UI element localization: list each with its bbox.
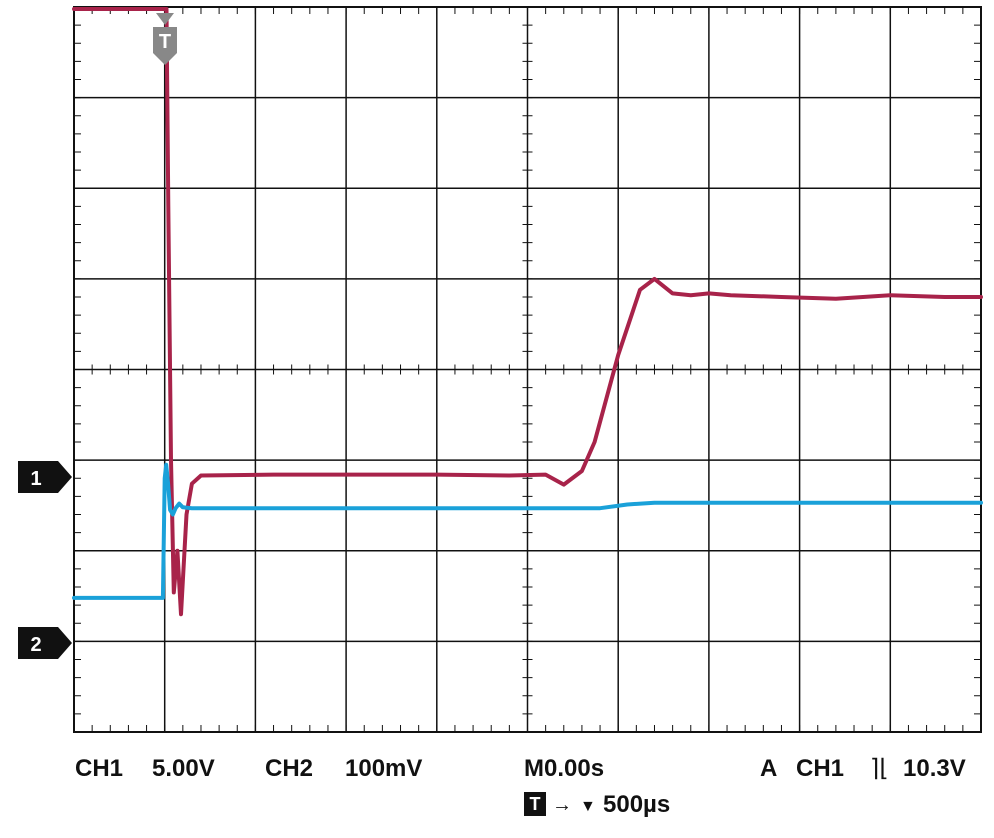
ch2-label: CH2 (265, 755, 314, 782)
trigger-source: CH1 (796, 755, 845, 782)
ch2-marker-label: 2 (30, 634, 41, 656)
trigger-level: 10.3V (903, 755, 966, 782)
trigger-marker-label: T (159, 31, 171, 53)
triangle-down-icon: ▼ (580, 798, 596, 815)
trace-ch1 (72, 7, 983, 617)
trigger-icon: T (524, 792, 546, 816)
ch2-ground-marker: 2 (18, 627, 72, 659)
ch1-marker-label: 1 (30, 468, 41, 490)
timebase-scale: 500µs (603, 791, 671, 818)
ch1-ground-marker: 1 (18, 461, 72, 493)
arrow-right-icon: → (552, 794, 572, 816)
ch2-scale: 100mV (345, 755, 423, 782)
ch1-scale: 5.00V (152, 755, 215, 782)
trace-ch2 (72, 462, 983, 600)
ch1-label: CH1 (75, 755, 124, 782)
traces (72, 7, 983, 617)
horizontal-position: M0.00s (524, 755, 605, 782)
graticule (73, 6, 982, 733)
oscilloscope-plot: T 1 2 (18, 6, 983, 733)
trigger-position-marker: T (153, 13, 177, 65)
falling-edge-icon: ⌉⌊ (870, 755, 889, 782)
trigger-mode: A (760, 755, 778, 782)
